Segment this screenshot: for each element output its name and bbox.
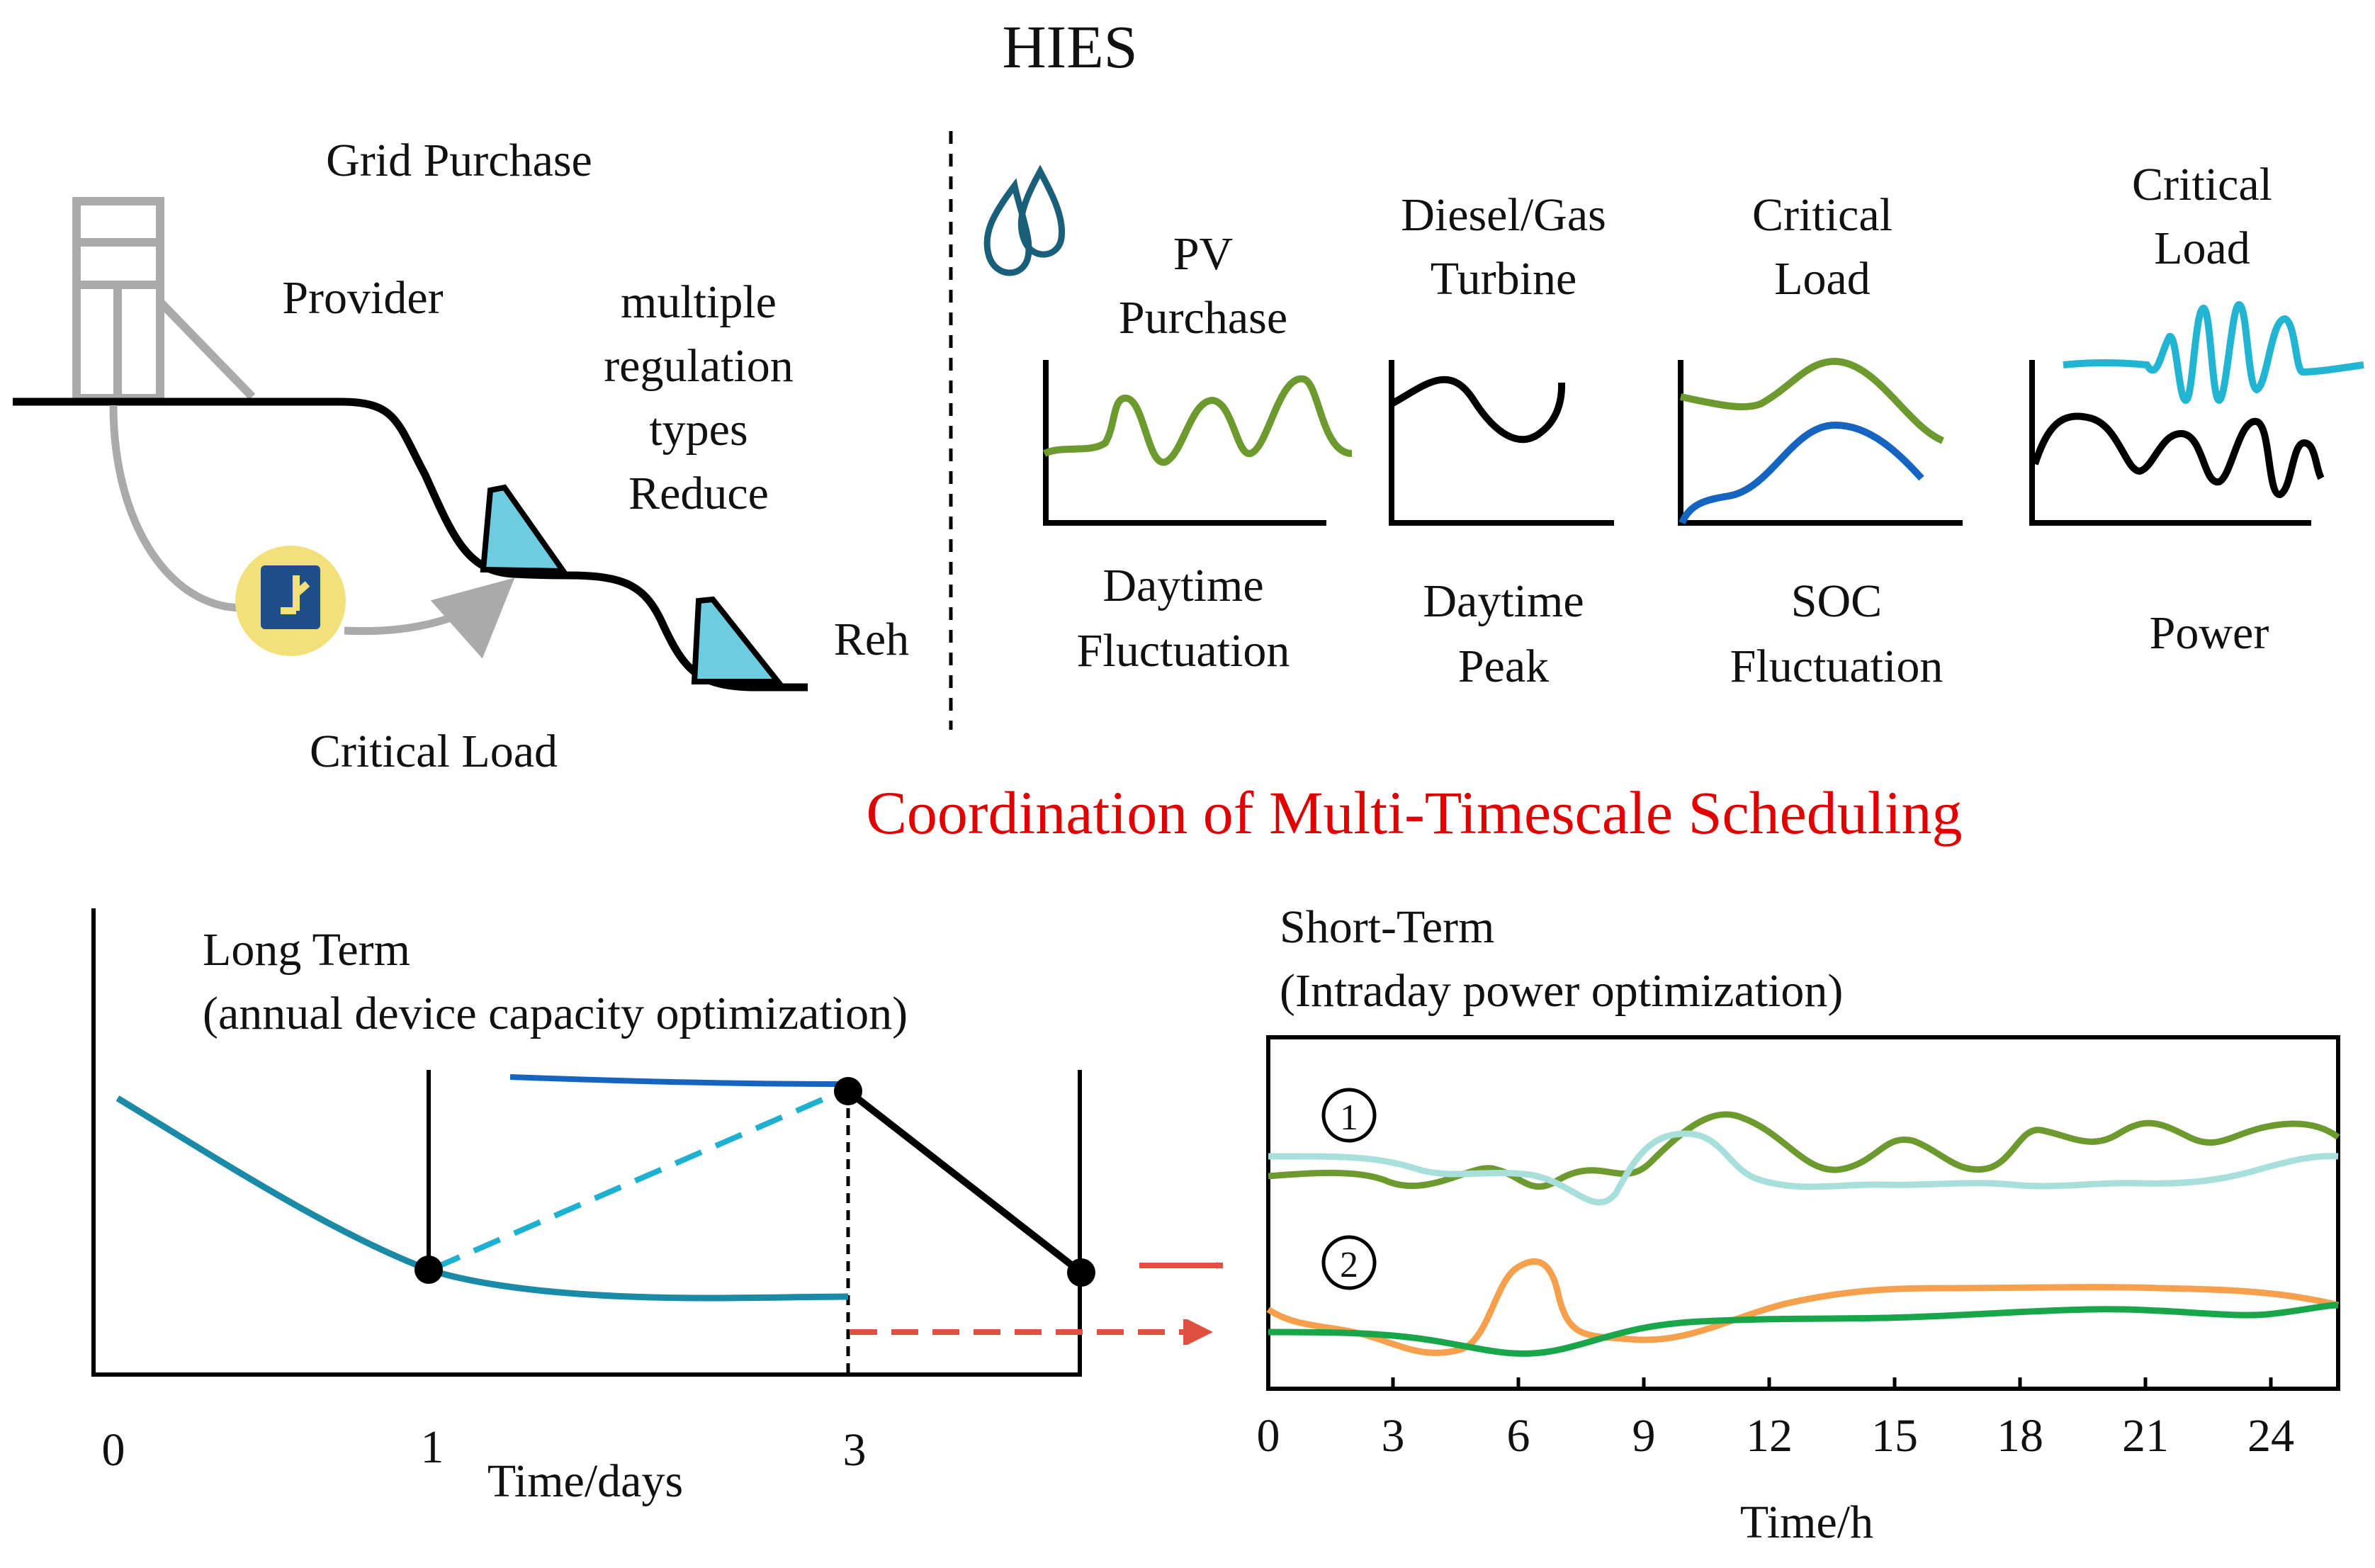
panel-3-title-line-1: Critical bbox=[1752, 189, 1892, 241]
panel-critical-load-power: Critical Load Power bbox=[2029, 159, 2364, 659]
panel-critical-load-soc: Critical Load SOC Fluctuation bbox=[1678, 189, 1963, 692]
panel-1-caption-line-2: Fluctuation bbox=[1077, 625, 1290, 677]
svg-text:multiple: multiple bbox=[621, 276, 777, 328]
gray-flow-arrow-right bbox=[344, 577, 515, 659]
short-term-tick-15: 15 bbox=[1871, 1410, 1918, 1462]
svg-text:Reduce: Reduce bbox=[628, 468, 769, 519]
panel-2-caption-line-1: Daytime bbox=[1423, 575, 1584, 627]
panel-2-title-line-2: Turbine bbox=[1431, 253, 1577, 305]
short-term-green-series bbox=[1268, 1302, 2339, 1357]
svg-text:regulation: regulation bbox=[604, 340, 794, 392]
long-term-tick-1: 1 bbox=[421, 1421, 444, 1473]
gray-flow-arrow-left bbox=[109, 405, 243, 612]
panel-4-axes bbox=[2029, 360, 2311, 526]
short-term-tick-6: 6 bbox=[1507, 1410, 1530, 1462]
long-term-dashed-rise bbox=[432, 1086, 848, 1271]
long-term-axes bbox=[91, 908, 1082, 1377]
long-term-point-day-1 bbox=[414, 1256, 443, 1284]
short-term-chart: Short-Term (Intraday power optimization)… bbox=[1257, 901, 2340, 1548]
panel-3-caption-line-2: Fluctuation bbox=[1730, 641, 1944, 692]
transfer-arrow-dashed-head bbox=[1183, 1319, 1213, 1345]
panel-2-caption-line-2: Peak bbox=[1458, 641, 1549, 692]
long-term-chart: Long Term (annual device capacity optimi… bbox=[91, 908, 1095, 1507]
long-term-decline-segment bbox=[845, 1088, 1084, 1275]
terrain-profile-line bbox=[13, 397, 808, 692]
turbine-icon-upper bbox=[480, 484, 569, 575]
panel-1-caption-line-1: Daytime bbox=[1102, 560, 1263, 611]
series-group-marker-1: 1 bbox=[1321, 1088, 1377, 1143]
short-term-title: Short-Term bbox=[1280, 901, 1494, 953]
series-group-marker-2: 2 bbox=[1321, 1235, 1377, 1290]
panel-4-cyan-curve bbox=[2063, 300, 2364, 405]
long-term-point-day-3 bbox=[834, 1077, 862, 1105]
short-term-tick-0: 0 bbox=[1257, 1410, 1280, 1462]
short-term-tick-labels: 0 3 6 9 12 15 18 21 24 bbox=[1257, 1410, 2295, 1462]
long-term-tick-0: 0 bbox=[102, 1424, 125, 1476]
diagram-title: HIES bbox=[1002, 13, 1137, 81]
long-term-upper-curve bbox=[509, 1074, 849, 1087]
coordination-title: Coordination of Multi-Timescale Scheduli… bbox=[866, 779, 1962, 847]
short-term-subtitle: (Intraday power optimization) bbox=[1280, 965, 1843, 1017]
panel-4-title-line-2: Load bbox=[2154, 222, 2250, 274]
panel-1-axes bbox=[1043, 360, 1326, 526]
water-drop-icon bbox=[983, 164, 1066, 276]
short-term-tick-3: 3 bbox=[1382, 1410, 1405, 1462]
long-term-subtitle: (annual device capacity optimization) bbox=[203, 988, 908, 1039]
critical-load-label: Critical Load bbox=[310, 726, 558, 777]
short-term-tick-9: 9 bbox=[1632, 1410, 1656, 1462]
short-term-tick-24: 24 bbox=[2247, 1410, 2294, 1462]
panel-4-caption: Power bbox=[2150, 607, 2269, 659]
svg-text:1: 1 bbox=[1340, 1098, 1358, 1138]
panel-2-curve bbox=[1389, 376, 1566, 444]
panel-diesel-gas-turbine: Diesel/Gas Turbine Daytime Peak bbox=[1389, 189, 1614, 692]
panel-3-blue-curve bbox=[1679, 421, 1924, 525]
panel-3-title-line-2: Load bbox=[1774, 253, 1871, 305]
long-term-tick-3: 3 bbox=[843, 1424, 867, 1476]
long-term-x-label: Time/days bbox=[487, 1455, 683, 1507]
panel-4-black-curve bbox=[2031, 412, 2325, 498]
panel-2-axes bbox=[1389, 360, 1614, 526]
panel-4-title-line-1: Critical bbox=[2132, 159, 2272, 210]
turbine-icon-lower bbox=[691, 596, 784, 684]
short-term-tick-18: 18 bbox=[1997, 1410, 2043, 1462]
provider-label: Provider bbox=[282, 272, 443, 324]
short-term-tick-21: 21 bbox=[2122, 1410, 2169, 1462]
short-term-x-label: Time/h bbox=[1740, 1496, 1873, 1548]
short-term-tick-12: 12 bbox=[1746, 1410, 1793, 1462]
svg-text:2: 2 bbox=[1340, 1245, 1358, 1285]
short-term-x-ticks bbox=[1391, 1377, 2273, 1389]
storage-unit-icon bbox=[235, 546, 346, 656]
panel-3-caption-line-1: SOC bbox=[1791, 575, 1882, 627]
short-term-frame bbox=[1266, 1035, 2340, 1391]
panel-1-title-line-1: PV bbox=[1173, 228, 1233, 280]
long-term-decline-curve bbox=[115, 1095, 849, 1302]
short-term-light-cyan-series bbox=[1268, 1130, 2339, 1206]
multiple-regulation-label: multiple regulation types Reduce bbox=[604, 276, 794, 519]
short-term-olive-series bbox=[1268, 1111, 2340, 1190]
panel-1-title-line-2: Purchase bbox=[1119, 292, 1287, 344]
reh-label: Reh bbox=[834, 614, 909, 665]
long-term-title: Long Term bbox=[203, 924, 410, 976]
panel-3-axes bbox=[1678, 360, 1963, 526]
grid-tower-icon bbox=[72, 197, 256, 402]
panel-1-curve bbox=[1042, 375, 1353, 466]
grid-purchase-label: Grid Purchase bbox=[326, 135, 592, 186]
svg-text:types: types bbox=[649, 404, 748, 456]
short-term-orange-series bbox=[1266, 1258, 2340, 1356]
panel-3-green-curve bbox=[1679, 357, 1945, 444]
panel-2-title-line-1: Diesel/Gas bbox=[1401, 189, 1606, 241]
panel-pv-purchase: PV Purchase Daytime Fluctuation bbox=[1042, 228, 1353, 677]
long-term-point-end bbox=[1067, 1258, 1095, 1287]
